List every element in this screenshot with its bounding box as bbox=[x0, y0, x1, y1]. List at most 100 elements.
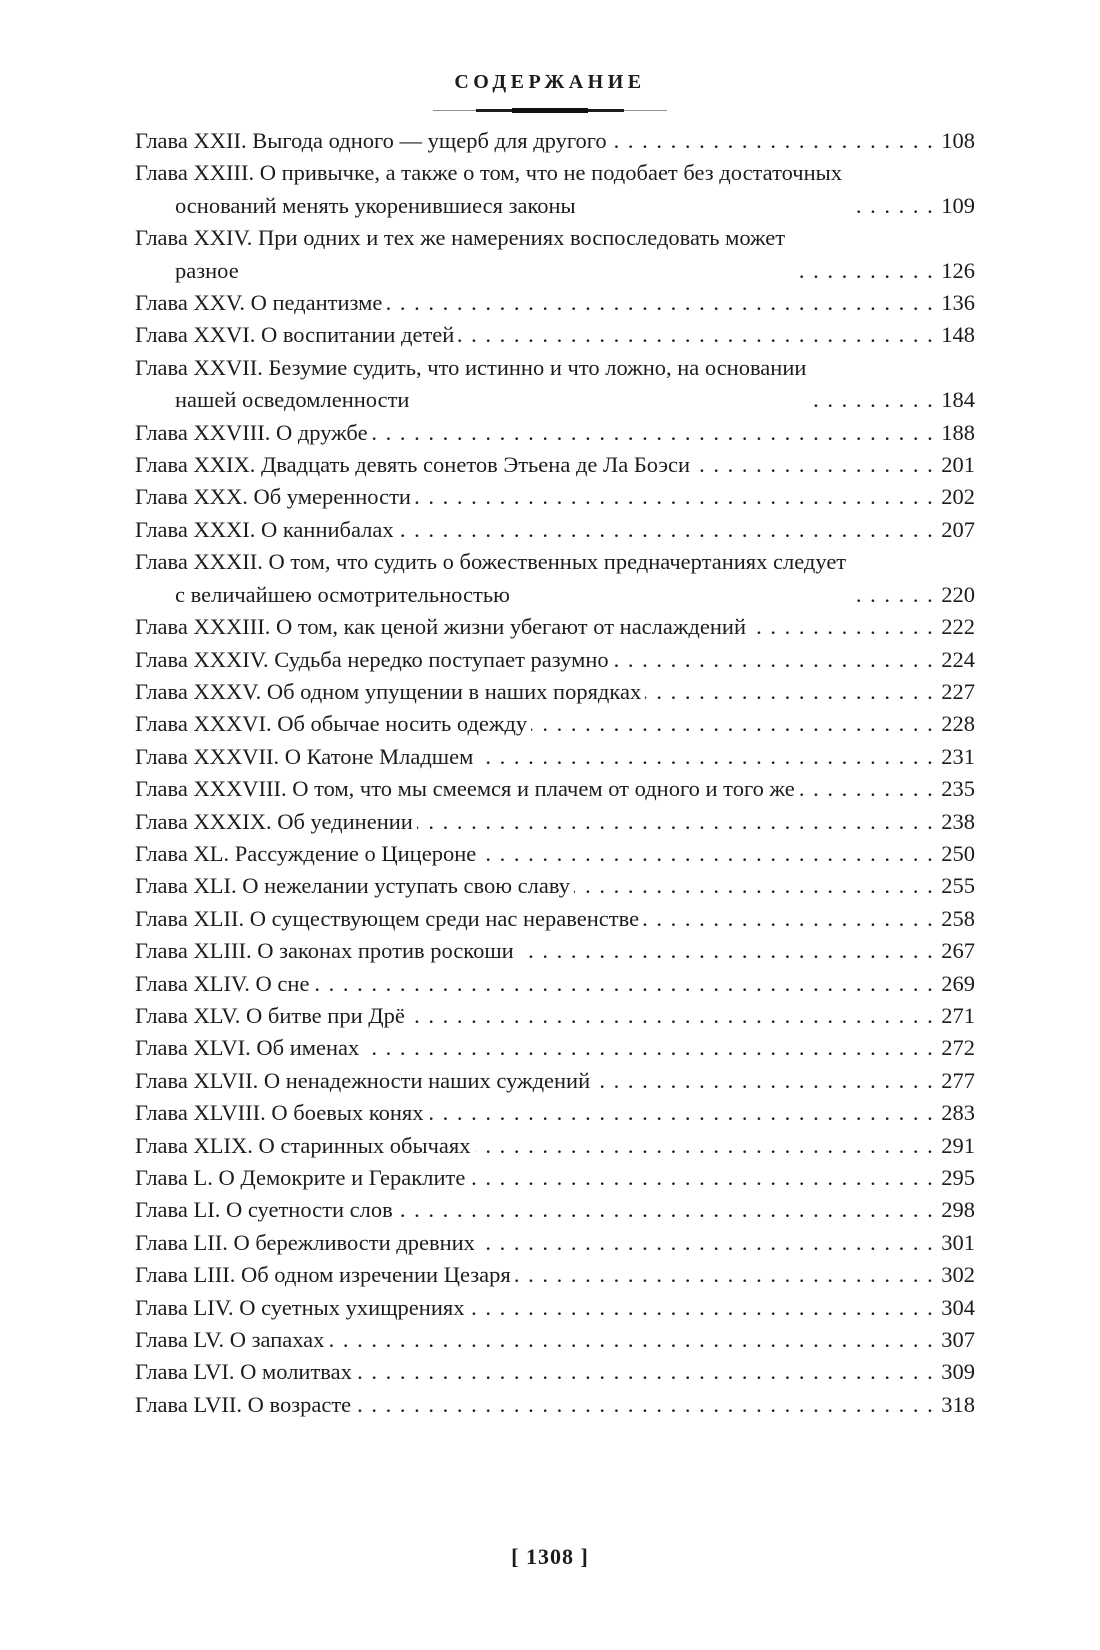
toc-entry: Глава XXXIX. Об уединении 238 bbox=[135, 806, 975, 838]
toc-entry: Глава LIII. Об одном изречении Цезаря 30… bbox=[135, 1259, 975, 1291]
toc-entry: Глава LI. О суетности слов 298 bbox=[135, 1194, 975, 1226]
dot-leader bbox=[810, 384, 934, 416]
ornament-segment bbox=[588, 108, 624, 112]
toc-entry-title: Глава XLVII. О ненадежности наших сужден… bbox=[135, 1067, 591, 1093]
toc-entry: Глава XLI. О нежелании уступать свою сла… bbox=[135, 870, 975, 902]
toc-entry: Глава XXXII. О том, что судить о божеств… bbox=[135, 546, 975, 611]
toc-entry-page: 220 bbox=[941, 581, 975, 607]
toc-entry-title: Глава XLVI. Об именах bbox=[135, 1035, 360, 1061]
dot-leader bbox=[799, 773, 935, 805]
toc-entry-title: Глава XXXVIII. О том, что мы смеемся и п… bbox=[135, 776, 795, 802]
toc-entry-title: Глава LVII. О возрасте bbox=[135, 1391, 352, 1417]
toc-entry-page: 184 bbox=[941, 387, 975, 413]
toc-entry-page: 126 bbox=[941, 257, 975, 283]
toc-entry-page: 291 bbox=[941, 1132, 975, 1158]
dot-leader bbox=[397, 1194, 935, 1226]
toc-entry: Глава XXXVII. О Катоне Младшем 231 bbox=[135, 741, 975, 773]
toc-list: Глава XXII. Выгода одного — ущерб для др… bbox=[135, 125, 975, 1421]
toc-entry-page: 302 bbox=[941, 1262, 975, 1288]
toc-entry: Глава LVI. О молитвах 309 bbox=[135, 1356, 975, 1388]
dot-leader bbox=[574, 870, 934, 902]
dot-leader bbox=[356, 1356, 934, 1388]
toc-entry-title: Глава LIII. Об одном изречении Цезаря bbox=[135, 1262, 511, 1288]
dot-leader bbox=[531, 708, 934, 740]
dot-leader bbox=[415, 481, 934, 513]
toc-entry: Глава XL. Рассуждение о Цицероне 250 bbox=[135, 838, 975, 870]
toc-entry-title: Глава XXVI. О воспитании детей bbox=[135, 322, 455, 348]
toc-entry: Глава XLVI. Об именах 272 bbox=[135, 1032, 975, 1064]
toc-entry-title: Глава LIV. О суетных ухищрениях bbox=[135, 1294, 465, 1320]
toc-entry-page: 224 bbox=[941, 646, 975, 672]
toc-entry-page: 309 bbox=[941, 1359, 975, 1385]
dot-leader bbox=[477, 741, 934, 773]
dot-leader bbox=[355, 1389, 934, 1421]
dot-leader bbox=[518, 935, 935, 967]
toc-entry: Глава XXX. Об умеренности 202 bbox=[135, 481, 975, 513]
toc-entry-title: Глава LI. О суетности слов bbox=[135, 1197, 393, 1223]
toc-entry-title: Глава XXXV. Об одном упущении в наших по… bbox=[135, 678, 642, 704]
dot-leader bbox=[611, 125, 935, 157]
toc-entry: Глава XXIV. При одних и тех же намерения… bbox=[135, 222, 975, 287]
ornament-segment bbox=[433, 109, 476, 111]
toc-entry-title: Глава XXIII. О привычке, а также о том, … bbox=[135, 160, 842, 218]
dot-leader bbox=[363, 1032, 934, 1064]
toc-entry-page: 304 bbox=[941, 1294, 975, 1320]
dot-leader bbox=[458, 319, 934, 351]
toc-entry-title: Глава XXXI. О каннибалах bbox=[135, 516, 394, 542]
toc-entry: Глава XXVII. Безумие судить, что истинно… bbox=[135, 352, 975, 417]
dot-leader bbox=[694, 449, 934, 481]
toc-entry-page: 272 bbox=[941, 1035, 975, 1061]
dot-leader bbox=[789, 255, 934, 287]
toc-entry: Глава XXIX. Двадцать девять сонетов Этье… bbox=[135, 449, 975, 481]
toc-entry-title: Глава XLIX. О старинных обычаях bbox=[135, 1132, 471, 1158]
toc-entry-page: 207 bbox=[941, 516, 975, 542]
header-divider-ornament bbox=[433, 107, 667, 113]
toc-entry-title: Глава XLVIII. О боевых конях bbox=[135, 1100, 424, 1126]
toc-entry-title: Глава LVI. О молитвах bbox=[135, 1359, 352, 1385]
toc-entry-page: 108 bbox=[941, 128, 975, 153]
toc-entry: Глава XLVII. О ненадежности наших сужден… bbox=[135, 1065, 975, 1097]
toc-entry-page: 267 bbox=[941, 938, 975, 964]
toc-entry: Глава XXXV. Об одном упущении в наших по… bbox=[135, 676, 975, 708]
toc-entry: Глава XLIII. О законах против роскоши 26… bbox=[135, 935, 975, 967]
toc-entry: Глава LV. О запахах 307 bbox=[135, 1324, 975, 1356]
dot-leader bbox=[398, 514, 935, 546]
toc-entry-page: 238 bbox=[941, 808, 975, 834]
toc-entry-page: 136 bbox=[941, 290, 975, 316]
toc-entry-title: Глава XXIV. При одних и тех же намерения… bbox=[135, 225, 786, 283]
dot-leader bbox=[750, 611, 934, 643]
toc-entry-page: 269 bbox=[941, 970, 975, 996]
dot-leader bbox=[515, 1259, 935, 1291]
toc-entry-page: 301 bbox=[941, 1229, 975, 1255]
toc-entry-page: 298 bbox=[941, 1197, 975, 1223]
page-title: СОДЕРЖАНИЕ bbox=[454, 71, 646, 93]
toc-entry-title: Глава XLIV. О сне bbox=[135, 970, 310, 996]
dot-leader bbox=[645, 676, 934, 708]
toc-entry: Глава XXVIII. О дружбе 188 bbox=[135, 417, 975, 449]
toc-entry-page: 250 bbox=[941, 840, 975, 866]
toc-entry-page: 148 bbox=[941, 322, 975, 348]
dot-leader bbox=[643, 903, 934, 935]
dot-leader bbox=[475, 1130, 935, 1162]
dot-leader bbox=[313, 968, 934, 1000]
toc-entry-title: Глава XXXII. О том, что судить о божеств… bbox=[135, 549, 847, 607]
toc-entry-title: Глава XXX. Об умеренности bbox=[135, 484, 411, 510]
dot-leader bbox=[613, 644, 935, 676]
toc-entry-title: Глава LV. О запахах bbox=[135, 1327, 325, 1353]
dot-leader bbox=[594, 1065, 934, 1097]
toc-entry-page: 188 bbox=[941, 419, 975, 445]
toc-entry-page: 222 bbox=[941, 614, 975, 640]
ornament-segment bbox=[512, 107, 588, 113]
dot-leader bbox=[850, 579, 934, 611]
toc-entry-page: 202 bbox=[941, 484, 975, 510]
toc-entry-page: 258 bbox=[941, 905, 975, 931]
toc-entry-page: 231 bbox=[941, 743, 975, 769]
toc-entry-title: Глава XXIX. Двадцать девять сонетов Этье… bbox=[135, 452, 691, 478]
toc-entry-page: 228 bbox=[941, 711, 975, 737]
toc-entry-title: Глава XLV. О битве при Дрё bbox=[135, 1002, 405, 1028]
toc-entry-title: Глава XXXVI. Об обычае носить одежду bbox=[135, 711, 528, 737]
toc-entry: Глава L. О Демокрите и Гераклите 295 bbox=[135, 1162, 975, 1194]
toc-entry-page: 201 bbox=[941, 452, 975, 478]
toc-entry-title: Глава XLI. О нежелании уступать свою сла… bbox=[135, 873, 570, 899]
toc-entry-title: Глава XLIII. О законах против роскоши bbox=[135, 938, 514, 964]
